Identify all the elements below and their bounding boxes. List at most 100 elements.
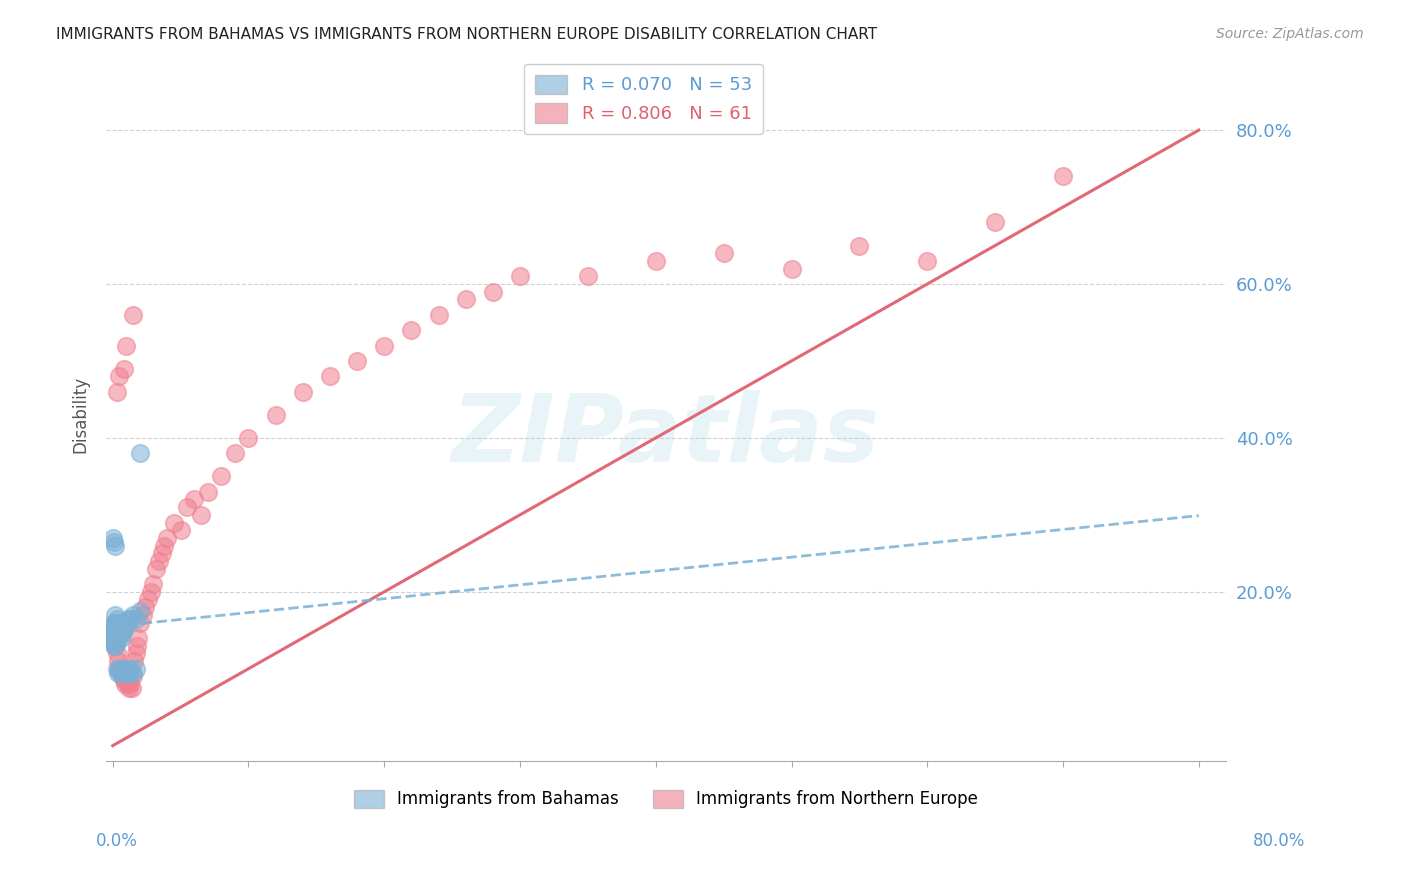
Point xyxy=(125,612,148,626)
Point xyxy=(111,615,134,630)
Point xyxy=(107,665,129,680)
Point xyxy=(104,631,127,645)
Point xyxy=(145,562,167,576)
Point xyxy=(128,615,150,630)
Point xyxy=(101,531,124,545)
Point xyxy=(125,662,148,676)
Point xyxy=(105,646,128,660)
Point xyxy=(115,338,138,352)
Point xyxy=(197,484,219,499)
Point xyxy=(114,677,136,691)
Point xyxy=(373,338,395,352)
Point xyxy=(120,662,142,676)
Point xyxy=(105,612,128,626)
Point xyxy=(111,627,134,641)
Point xyxy=(105,619,128,633)
Text: IMMIGRANTS FROM BAHAMAS VS IMMIGRANTS FROM NORTHERN EUROPE DISABILITY CORRELATIO: IMMIGRANTS FROM BAHAMAS VS IMMIGRANTS FR… xyxy=(56,27,877,42)
Point xyxy=(103,639,125,653)
Point xyxy=(482,285,505,299)
Point xyxy=(176,500,198,515)
Point xyxy=(104,539,127,553)
Point xyxy=(112,361,135,376)
Point xyxy=(105,384,128,399)
Point xyxy=(264,408,287,422)
Point xyxy=(117,677,139,691)
Point xyxy=(112,624,135,638)
Point xyxy=(114,619,136,633)
Point xyxy=(150,546,173,560)
Point xyxy=(110,631,132,645)
Point xyxy=(117,662,139,676)
Point xyxy=(713,246,735,260)
Point xyxy=(105,662,128,676)
Point xyxy=(107,624,129,638)
Point xyxy=(117,612,139,626)
Point xyxy=(104,624,127,638)
Point xyxy=(110,665,132,680)
Point xyxy=(111,669,134,683)
Point xyxy=(108,619,131,633)
Point xyxy=(122,665,145,680)
Point xyxy=(101,627,124,641)
Point xyxy=(118,665,141,680)
Point xyxy=(644,253,666,268)
Text: ZIPatlas: ZIPatlas xyxy=(451,390,880,482)
Point xyxy=(131,607,153,622)
Point xyxy=(108,662,131,676)
Point xyxy=(107,631,129,645)
Point xyxy=(101,619,124,633)
Point xyxy=(120,612,142,626)
Point xyxy=(183,492,205,507)
Point xyxy=(122,669,145,683)
Point xyxy=(576,269,599,284)
Point xyxy=(120,677,142,691)
Point xyxy=(115,665,138,680)
Point xyxy=(115,673,138,688)
Point xyxy=(148,554,170,568)
Point xyxy=(1052,169,1074,184)
Point xyxy=(101,635,124,649)
Point xyxy=(153,539,176,553)
Point xyxy=(125,646,148,660)
Point xyxy=(108,369,131,384)
Point xyxy=(104,639,127,653)
Point xyxy=(112,665,135,680)
Point xyxy=(128,604,150,618)
Point xyxy=(142,577,165,591)
Point xyxy=(780,261,803,276)
Point xyxy=(136,592,159,607)
Point xyxy=(224,446,246,460)
Point xyxy=(103,534,125,549)
Text: Source: ZipAtlas.com: Source: ZipAtlas.com xyxy=(1216,27,1364,41)
Point xyxy=(401,323,423,337)
Point xyxy=(427,308,450,322)
Point xyxy=(139,584,162,599)
Point xyxy=(454,293,477,307)
Point xyxy=(509,269,531,284)
Text: 0.0%: 0.0% xyxy=(96,831,138,849)
Text: 80.0%: 80.0% xyxy=(1253,831,1305,849)
Point xyxy=(112,673,135,688)
Point xyxy=(984,215,1007,229)
Point xyxy=(103,615,125,630)
Point xyxy=(190,508,212,522)
Y-axis label: Disability: Disability xyxy=(72,376,89,453)
Point xyxy=(291,384,314,399)
Point xyxy=(104,607,127,622)
Point xyxy=(134,600,156,615)
Point xyxy=(163,516,186,530)
Point xyxy=(209,469,232,483)
Point xyxy=(917,253,939,268)
Point xyxy=(124,654,146,668)
Point xyxy=(107,654,129,668)
Point xyxy=(848,238,870,252)
Point xyxy=(346,354,368,368)
Point xyxy=(128,446,150,460)
Point xyxy=(110,619,132,633)
Point xyxy=(103,624,125,638)
Point xyxy=(107,615,129,630)
Point xyxy=(105,635,128,649)
Point xyxy=(169,523,191,537)
Point xyxy=(110,665,132,680)
Point xyxy=(118,615,141,630)
